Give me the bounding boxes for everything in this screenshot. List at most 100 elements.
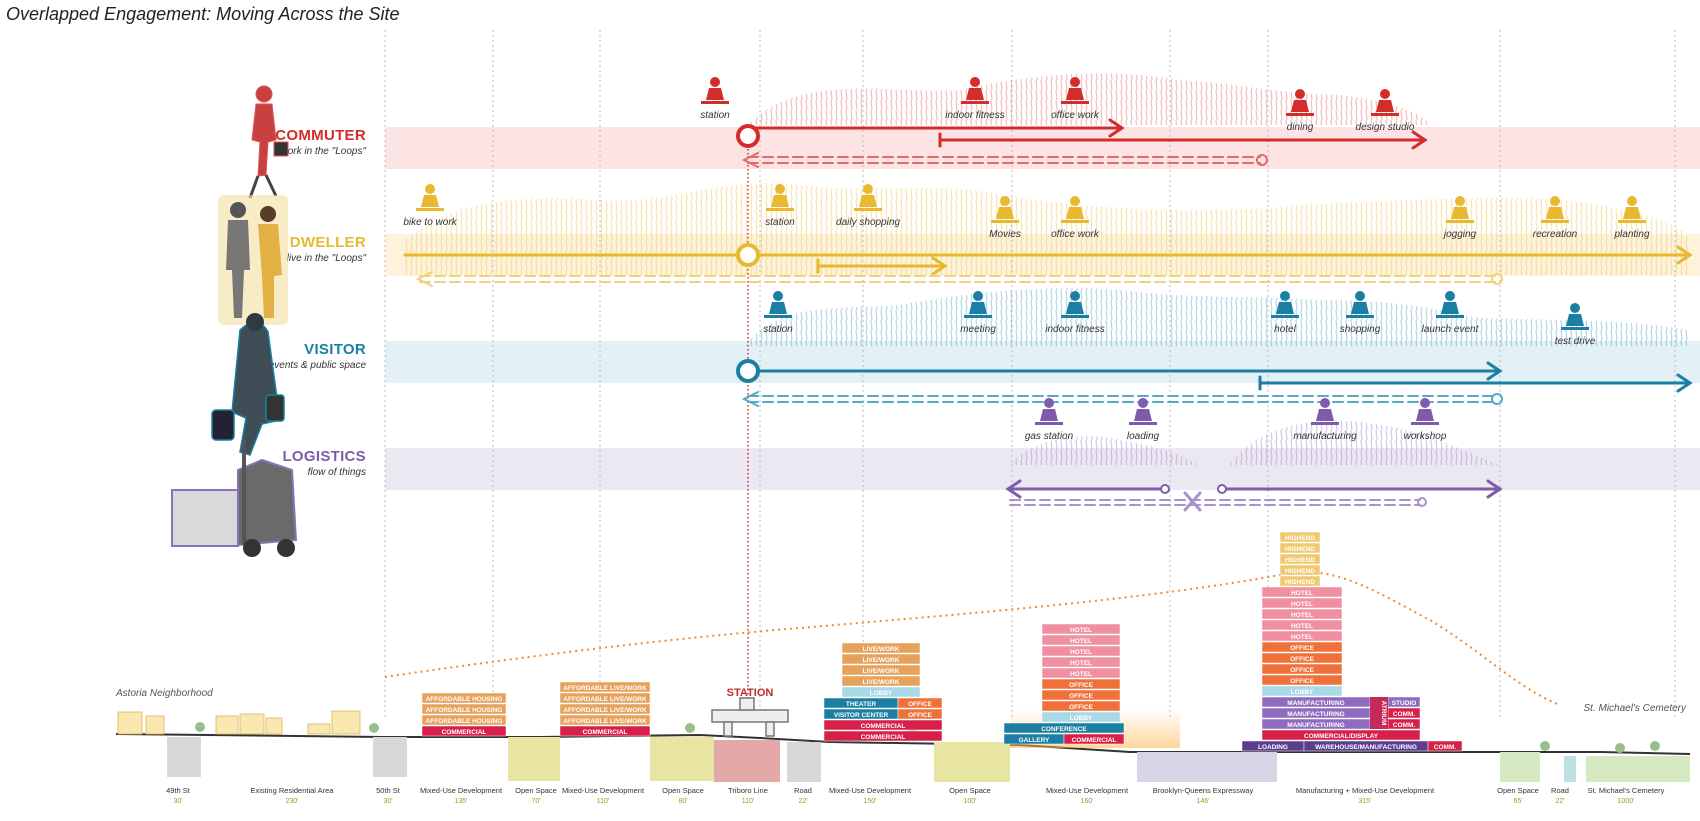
zone-labels: Astoria Neighborhood St. Michael's Cemete… xyxy=(115,687,1687,805)
shopping-bag-icon-body xyxy=(1351,302,1369,314)
activity-label: workshop xyxy=(1404,431,1447,442)
floor-label: OFFICE xyxy=(1290,678,1314,685)
car-driver-icon-base xyxy=(1561,327,1589,330)
building-floor: OFFICE xyxy=(1041,678,1121,690)
floor-block xyxy=(1279,553,1321,565)
floor-label: COMMERCIAL/DISPLAY xyxy=(1304,733,1379,740)
meeting-icon-base xyxy=(964,315,992,318)
floor-label: LOBBY xyxy=(1070,715,1093,722)
desk-worker-icon: office work xyxy=(1051,77,1100,121)
weightlifter-icon-base xyxy=(1061,315,1089,318)
floor-block xyxy=(1261,597,1343,609)
activity-label: jogging xyxy=(1442,229,1477,240)
presenter-icon-base xyxy=(1436,315,1464,318)
floor-label: AFFORDABLE HOUSING xyxy=(426,696,503,703)
floor-block xyxy=(841,686,921,698)
building-floor: LOBBY xyxy=(1041,711,1121,723)
zone-label: Mixed-Use Development 110' xyxy=(562,786,645,805)
building-floor: OFFICE xyxy=(1261,652,1343,664)
building-floor: COMMERCIAL xyxy=(823,730,943,742)
building-floor: HOTEL xyxy=(1041,634,1121,646)
floor-label: AFFORDABLE LIVE/WORK xyxy=(563,718,647,725)
activity-label: design studio xyxy=(1356,122,1415,133)
jogger-icon-base xyxy=(1446,220,1474,223)
floor-block xyxy=(559,725,651,737)
logistics-intensity-wave xyxy=(1010,420,1500,465)
floor-block xyxy=(1261,674,1343,686)
activity-label: dining xyxy=(1287,122,1314,133)
floor-label: LOBBY xyxy=(870,690,893,697)
activity-label: planting xyxy=(1613,229,1649,240)
zone-name: Open Space xyxy=(1497,786,1539,795)
floor-label: AFFORDABLE LIVE/WORK xyxy=(563,707,647,714)
road-22 xyxy=(787,742,821,782)
floor-label: AFFORDABLE LIVE/WORK xyxy=(563,685,647,692)
building-floor: CONFERENCE xyxy=(1003,722,1125,734)
gears-icon: manufacturing xyxy=(1293,398,1357,442)
building-floor: AFFORDABLE HOUSING xyxy=(421,703,507,715)
building-floor: LOBBY xyxy=(1261,685,1343,697)
zone-width: 80' xyxy=(678,798,687,805)
building-floor: HOTEL xyxy=(1041,667,1121,679)
gear-head-icon-head xyxy=(1380,89,1390,99)
workshop-icon: workshop xyxy=(1404,398,1447,442)
persona-name: DWELLER xyxy=(289,234,366,251)
persona-subtitle: work in the "Loops" xyxy=(280,146,366,157)
floor-label: LIVE/WORK xyxy=(863,679,900,686)
planting-icon-head xyxy=(1627,196,1637,206)
floor-block xyxy=(1427,740,1463,752)
gas-car-icon-head xyxy=(1044,398,1054,408)
building-floor: OFFICE xyxy=(1041,700,1121,712)
building-floor: OFFICE xyxy=(1261,641,1343,653)
building-stacks: AFFORDABLE HOUSING AFFORDABLE HOUSING AFFO… xyxy=(421,531,1463,752)
bed-icon-base xyxy=(1271,315,1299,318)
cemetery-fill xyxy=(1586,756,1690,782)
building-floor: MANUFACTURING xyxy=(1261,718,1371,730)
movie-audience-icon-head xyxy=(1000,196,1010,206)
floor-label: OFFICE xyxy=(908,712,932,719)
loading-icon-body xyxy=(1134,409,1152,421)
planting-icon: planting xyxy=(1613,196,1650,240)
commuter-flow-arrows xyxy=(736,118,1428,168)
building-floor: LIVE/WORK xyxy=(841,664,921,676)
floor-label: GALLERY xyxy=(1019,737,1050,744)
building-floor: COMMERCIAL xyxy=(1063,733,1125,745)
station-structure xyxy=(711,697,789,737)
floor-block xyxy=(1261,652,1343,664)
floor-block xyxy=(1041,623,1121,635)
recreation-icon-base xyxy=(1541,220,1569,223)
floor-block xyxy=(1279,564,1321,576)
floor-label: HOTEL xyxy=(1070,649,1092,656)
floor-block xyxy=(1261,663,1343,675)
floor-label: THEATER xyxy=(846,701,877,708)
weightlifter-icon-body xyxy=(1066,302,1084,314)
building-floor: VISITOR CENTER xyxy=(823,708,899,720)
building-floor: HOTEL xyxy=(1041,656,1121,668)
persona-label-dweller: DWELLER live in the "Loops" xyxy=(146,234,366,264)
dweller-flow-arrows xyxy=(403,243,1693,287)
activity-label: station xyxy=(763,324,793,335)
building-floor: AFFORDABLE LIVE/WORK xyxy=(559,714,651,726)
floor-label: LIVE/WORK xyxy=(863,646,900,653)
floor-block xyxy=(1041,645,1121,657)
triboro-trench xyxy=(714,740,780,782)
floor-block xyxy=(559,692,651,704)
floor-label: COMMERCIAL xyxy=(861,734,906,741)
building-floor: HOTEL xyxy=(1261,630,1343,642)
desk-worker-icon-base xyxy=(1061,220,1089,223)
persona-label-logistics: LOGISTICS flow of things xyxy=(146,448,366,478)
zone-label: 50th St 30' xyxy=(376,786,401,805)
activity-label: Movies xyxy=(989,229,1021,240)
floor-label: MANUFACTURING xyxy=(1287,711,1344,718)
desk-worker-icon-body xyxy=(1066,88,1084,100)
zone-name: 49th St xyxy=(166,786,191,795)
floor-block xyxy=(1041,656,1121,668)
dining-icon: dining xyxy=(1286,89,1314,133)
loading-icon: loading xyxy=(1127,398,1160,442)
shopping-bag-icon: shopping xyxy=(1340,291,1381,335)
shopper-icon-base xyxy=(854,208,882,211)
train-icon-head xyxy=(710,77,720,87)
building-floor: OFFICE xyxy=(1041,689,1121,701)
recreation-icon-body xyxy=(1546,207,1564,219)
pushup-icon-head xyxy=(970,77,980,87)
